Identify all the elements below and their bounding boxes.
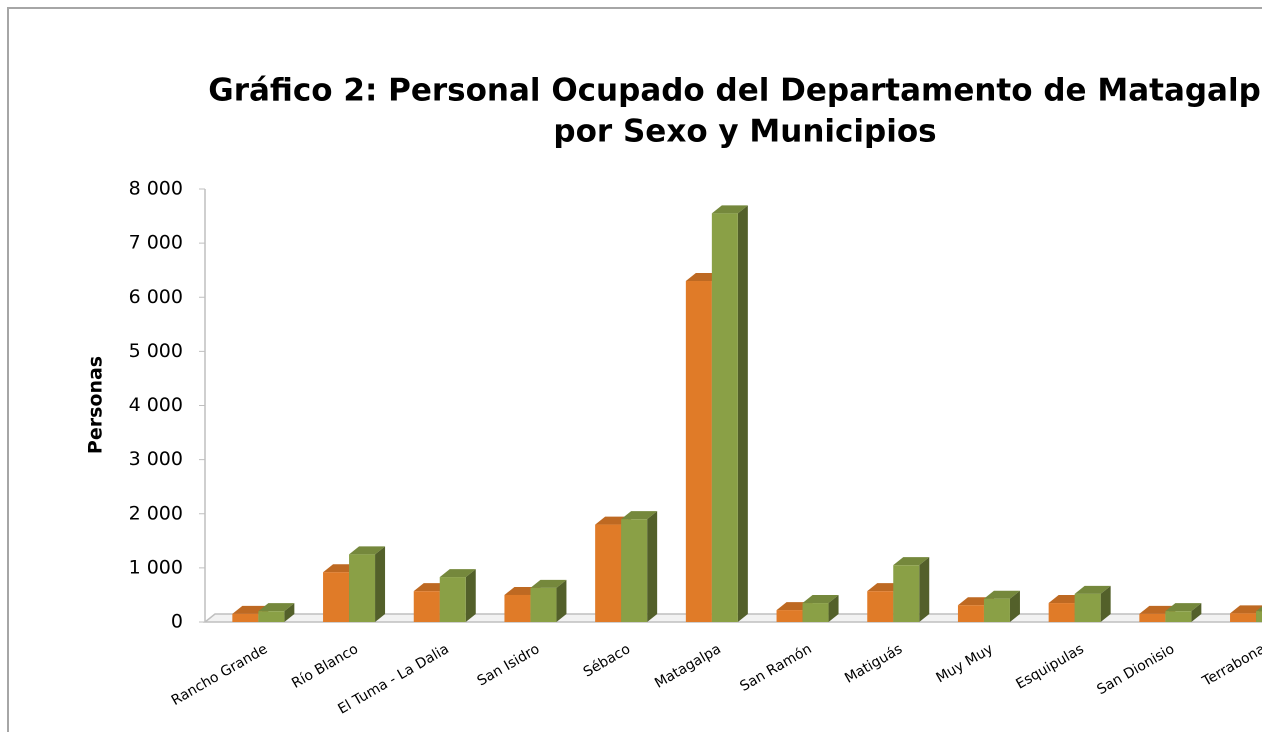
bar	[530, 587, 557, 622]
bar	[776, 610, 803, 622]
y-tick-label: 3 000	[129, 448, 183, 470]
bar-side	[465, 569, 476, 622]
bar-side	[375, 546, 386, 622]
y-tick-label: 0	[171, 611, 183, 633]
bar-side	[737, 205, 748, 622]
bar	[867, 591, 894, 622]
bar-top	[258, 603, 295, 612]
bar-top	[802, 595, 839, 604]
y-tick-label: 6 000	[129, 286, 183, 308]
chart-title: Gráfico 2: Personal Ocupado del Departam…	[208, 73, 1262, 109]
bar-top	[1256, 606, 1262, 612]
bar-side	[556, 579, 567, 622]
bar	[1256, 611, 1262, 622]
bar	[802, 603, 829, 622]
bar	[983, 598, 1010, 622]
y-tick-label: 7 000	[129, 232, 183, 254]
bar-top	[1074, 585, 1111, 594]
bar-top	[1230, 605, 1262, 614]
bar	[504, 594, 531, 622]
bar-top	[983, 590, 1020, 599]
bar-side	[647, 511, 658, 622]
bar-top	[349, 546, 386, 555]
bar-side	[1009, 590, 1020, 622]
bar	[439, 577, 466, 622]
bar	[413, 591, 440, 622]
bar	[685, 281, 712, 622]
bar	[1074, 593, 1101, 622]
bar-top	[530, 579, 567, 588]
bar	[349, 554, 376, 622]
bar-top	[439, 569, 476, 578]
bar-side	[1100, 585, 1111, 622]
bar	[893, 565, 920, 622]
chart-subtitle: por Sexo y Municipios	[553, 114, 936, 150]
bar-side	[284, 603, 295, 622]
y-tick-label: 2 000	[129, 502, 183, 524]
bar-top	[621, 511, 658, 520]
y-tick-label: 5 000	[129, 340, 183, 362]
bar	[323, 572, 350, 622]
y-tick-label: 1 000	[129, 556, 183, 578]
bar	[1230, 613, 1257, 622]
bar	[232, 613, 259, 622]
bar-top	[1165, 603, 1202, 612]
bar	[957, 605, 984, 622]
bar	[1165, 611, 1192, 622]
y-tick-label: 8 000	[129, 178, 183, 200]
bar	[258, 611, 285, 622]
bar	[595, 524, 622, 622]
bar-top	[893, 557, 930, 566]
bar-top	[711, 205, 748, 214]
y-tick-label: 4 000	[129, 394, 183, 416]
y-axis-label: Personas	[85, 356, 107, 454]
bar-side	[1191, 603, 1202, 622]
bar	[1048, 603, 1075, 622]
bar	[621, 519, 648, 622]
bar-side	[919, 557, 930, 622]
bar	[711, 213, 738, 622]
bar-side	[828, 595, 839, 622]
bar	[1139, 613, 1166, 622]
